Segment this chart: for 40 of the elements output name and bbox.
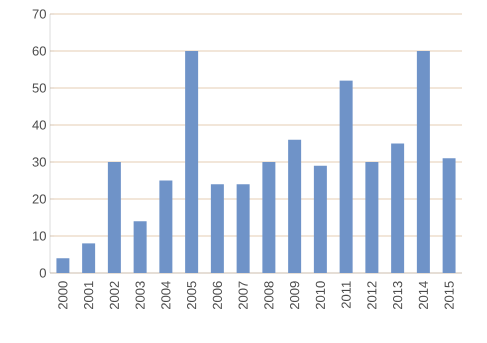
x-tick-label: 2008 — [264, 281, 274, 310]
x-tick-label: 2009 — [290, 281, 300, 310]
bar — [134, 221, 147, 273]
bar — [314, 166, 327, 273]
y-tick-label: 70 — [32, 9, 46, 19]
bar — [108, 162, 121, 273]
x-tick-label: 2000 — [58, 281, 68, 310]
bar — [210, 184, 224, 273]
y-tick-label: 20 — [32, 194, 46, 204]
bar — [340, 80, 353, 273]
y-tick-label: 0 — [40, 268, 46, 278]
x-tick-label: 2013 — [393, 281, 402, 310]
x-tick-label: 2015 — [444, 281, 454, 310]
x-tick-label: 2006 — [212, 281, 222, 310]
x-tick-label: 2010 — [316, 281, 325, 310]
x-tick-label: 2004 — [161, 281, 170, 310]
x-tick-label: 2003 — [136, 281, 145, 310]
x-tick-label: 2005 — [187, 281, 196, 310]
x-tick-label: 2007 — [238, 281, 248, 310]
y-tick-label: 50 — [32, 83, 46, 93]
bar — [391, 144, 404, 273]
bar — [56, 258, 70, 273]
bar — [185, 51, 198, 273]
x-tick-label: 2012 — [367, 281, 376, 310]
bar — [288, 140, 302, 273]
bar — [159, 180, 172, 273]
x-tick-label: 2002 — [110, 281, 119, 310]
bar — [262, 162, 276, 273]
bar — [416, 51, 430, 273]
x-tick-label: 2014 — [418, 281, 428, 310]
y-tick-label: 40 — [32, 120, 46, 130]
bar — [82, 243, 96, 273]
bar — [236, 184, 250, 273]
x-tick-label: 2011 — [342, 281, 351, 308]
x-tick-label: 2001 — [84, 281, 94, 310]
bar — [365, 162, 378, 273]
y-tick-label: 10 — [32, 231, 46, 241]
y-tick-label: 30 — [32, 157, 46, 167]
bar — [442, 158, 456, 273]
y-tick-label: 60 — [32, 46, 46, 56]
